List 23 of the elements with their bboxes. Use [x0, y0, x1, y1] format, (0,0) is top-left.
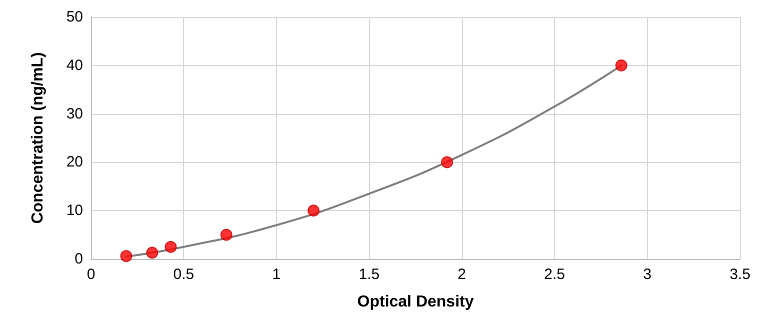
y-tick-label: 10	[66, 202, 83, 220]
y-tick-label: 20	[66, 154, 83, 171]
x-tick-label: 0	[86, 266, 96, 283]
point	[308, 204, 320, 217]
y-tick-label: 40	[66, 56, 83, 74]
x-tick-label: 3	[643, 266, 652, 283]
point	[220, 228, 232, 241]
y-axis-title: Concentration (ng/mL)	[30, 52, 46, 224]
point	[146, 246, 158, 259]
x-tick-label: 3.5	[730, 266, 750, 283]
y-tick-label: 30	[66, 105, 83, 122]
x-tick-label: 0.5	[173, 266, 194, 283]
x-tick-label: 2	[458, 266, 466, 283]
point	[164, 240, 177, 253]
x-tick-label: 1.5	[358, 266, 380, 283]
point	[441, 156, 454, 168]
x-axis-title: Optical Density	[357, 294, 474, 310]
y-tick-label: 0	[74, 250, 83, 268]
point	[615, 59, 628, 72]
x-tick-label: 2.5	[544, 266, 565, 283]
x-tick-label: 1	[272, 266, 281, 283]
point	[120, 250, 132, 262]
y-tick-label: 50	[66, 8, 83, 26]
